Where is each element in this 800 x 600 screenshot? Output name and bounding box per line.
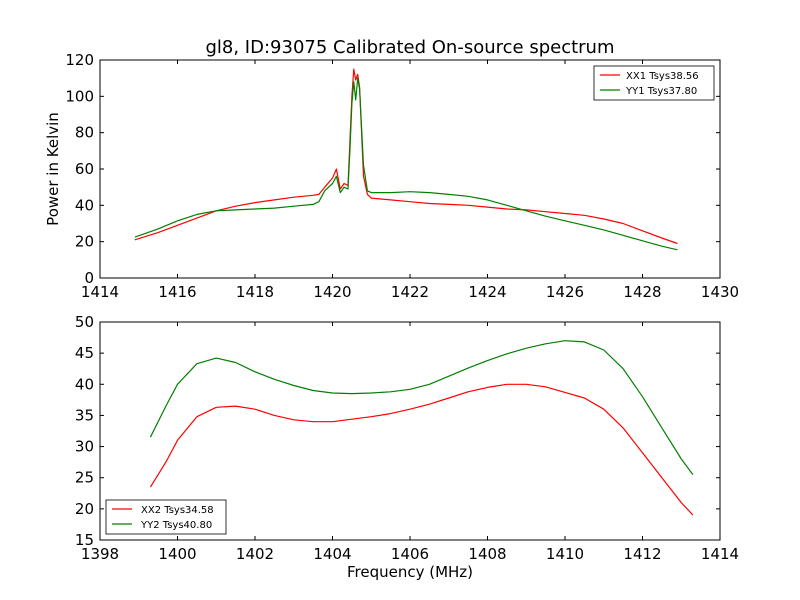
x-tick-label: 1426 — [546, 283, 584, 301]
legend-label: YY1 Tsys37.80 — [625, 86, 697, 97]
legend-label: XX2 Tsys34.58 — [141, 505, 214, 516]
upper-panel: 1414 1416 1418 1420 1422 1424 1426 1428 1430 0 20 4… — [44, 51, 739, 301]
x-tick-label: 1404 — [313, 545, 351, 563]
x-tick-label: 1410 — [546, 545, 584, 563]
x-tick-label: 1398 — [81, 545, 119, 563]
y-tick-label: 60 — [75, 160, 94, 178]
y-tick-label: 45 — [75, 344, 94, 362]
y-axis-label: Power in Kelvin — [44, 112, 62, 226]
x-tick-label: 1408 — [468, 545, 506, 563]
legend-label: YY2 Tsys40.80 — [140, 520, 212, 531]
x-tick-label: 1402 — [236, 545, 274, 563]
series-line-2-2 — [149, 340, 694, 475]
x-tick-label: 1424 — [468, 283, 506, 301]
x-tick-label: 1418 — [236, 283, 274, 301]
y-tick-label: 25 — [75, 469, 94, 487]
series-line-2-1 — [149, 383, 694, 516]
series-line-1-2 — [134, 77, 678, 251]
x-tick-label: 1420 — [313, 283, 351, 301]
y-tick-label: 120 — [65, 51, 94, 69]
y-tick-label: 15 — [75, 531, 94, 549]
legend-label: XX1 Tsys38.56 — [626, 71, 699, 82]
y-tick-label: 80 — [75, 124, 94, 142]
y-tick-label: 50 — [75, 313, 94, 331]
x-tick-label: 1430 — [701, 283, 739, 301]
y-tick-label: 40 — [75, 196, 94, 214]
y-tick-label: 20 — [75, 233, 94, 251]
chart-title: gl8, ID:93075 Calibrated On-source spect… — [205, 37, 614, 58]
y-tick-label: 30 — [75, 438, 94, 456]
x-tick-label: 1406 — [391, 545, 429, 563]
x-tick-label: 1428 — [623, 283, 661, 301]
series-line-1-1 — [134, 68, 678, 245]
x-tick-label: 1416 — [158, 283, 196, 301]
legend-box — [593, 65, 715, 101]
lower-panel: 1398 1400 1402 1404 1406 1408 1410 1412 1414 15 20… — [75, 313, 739, 581]
y-tick-label: 20 — [75, 500, 94, 518]
y-tick-label: 100 — [65, 87, 94, 105]
x-tick-label: 1414 — [701, 545, 739, 563]
y-tick-label: 0 — [84, 269, 94, 287]
x-axis-label: Frequency (MHz) — [347, 563, 473, 581]
x-tick-label: 1422 — [391, 283, 429, 301]
y-tick-label: 35 — [75, 406, 94, 424]
y-tick-label: 40 — [75, 375, 94, 393]
x-tick-label: 1400 — [158, 545, 196, 563]
x-tick-label: 1412 — [623, 545, 661, 563]
legend-box — [105, 499, 227, 535]
x-tick-label: 1414 — [81, 283, 119, 301]
